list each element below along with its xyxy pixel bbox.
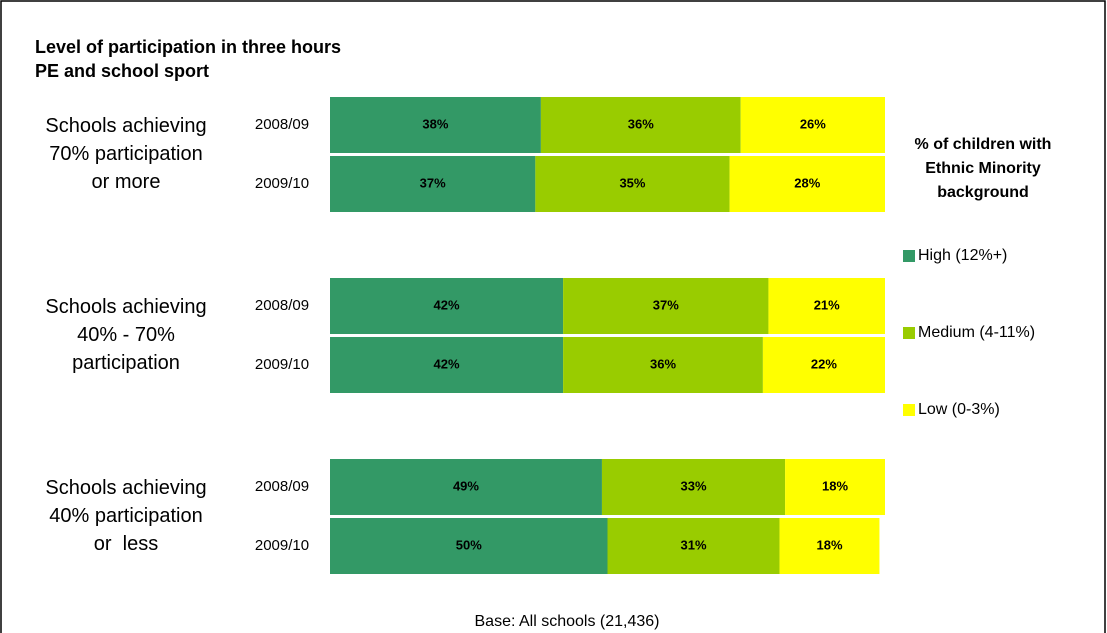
chart-title: Level of participation in three hours <box>35 37 341 57</box>
bar-segment <box>563 337 763 393</box>
legend-title: % of children with <box>915 136 1052 153</box>
y-tick-label: 2008/09 <box>255 478 309 495</box>
group-label: 70% participation <box>49 143 202 165</box>
data-label: 36% <box>650 356 676 371</box>
y-tick-label: 2008/09 <box>255 297 309 314</box>
legend-label: Low (0-3%) <box>918 401 1000 418</box>
bar-segment <box>330 337 564 393</box>
data-label: 28% <box>794 175 820 190</box>
data-label: 38% <box>422 116 448 131</box>
legend-title: background <box>937 184 1029 201</box>
note: Base: All schools (21,436) <box>475 613 660 630</box>
data-label: 42% <box>434 297 460 312</box>
bar-segment <box>768 278 885 334</box>
data-label: 18% <box>816 537 842 552</box>
bar-segment <box>330 518 608 574</box>
group-label: 40% - 70% <box>77 324 175 346</box>
data-label: 35% <box>619 175 645 190</box>
bar-segment <box>535 156 730 212</box>
data-label: 36% <box>628 116 654 131</box>
data-label: 50% <box>456 537 482 552</box>
data-label: 18% <box>822 478 848 493</box>
group-label: Schools achieving <box>45 477 206 499</box>
data-label: 21% <box>814 297 840 312</box>
group-label: or less <box>94 533 158 555</box>
data-label: 26% <box>800 116 826 131</box>
legend-label: High (12%+) <box>918 247 1007 264</box>
bar-segment <box>785 459 885 515</box>
legend-label: Medium (4-11%) <box>918 324 1035 341</box>
bar-segment <box>601 459 786 515</box>
data-label: 31% <box>681 537 707 552</box>
data-label: 42% <box>434 356 460 371</box>
y-tick-label: 2009/10 <box>255 537 309 554</box>
data-label: 22% <box>811 356 837 371</box>
y-tick-label: 2009/10 <box>255 175 309 192</box>
bar-segment <box>330 278 564 334</box>
bar-segment <box>330 459 602 515</box>
data-label: 49% <box>453 478 479 493</box>
bar-segment <box>762 337 885 393</box>
bar-segment <box>729 156 885 212</box>
group-label: participation <box>72 352 180 374</box>
bar-segment <box>740 97 885 153</box>
bar-segment <box>540 97 741 153</box>
legend-title: Ethnic Minority <box>925 160 1041 177</box>
y-tick-label: 2008/09 <box>255 116 309 133</box>
bar-segment <box>607 518 780 574</box>
bar-segment <box>779 518 880 574</box>
group-label: Schools achieving <box>45 115 206 137</box>
legend-swatch <box>903 327 915 339</box>
chart-title: PE and school sport <box>35 61 209 81</box>
bar-segment <box>330 156 536 212</box>
data-label: 37% <box>653 297 679 312</box>
data-label: 33% <box>681 478 707 493</box>
bar-segment <box>563 278 769 334</box>
y-tick-label: 2009/10 <box>255 356 309 373</box>
legend-swatch <box>903 250 915 262</box>
group-label: 40% participation <box>49 505 202 527</box>
legend-swatch <box>903 404 915 416</box>
bar-segment <box>330 97 541 153</box>
group-label: or more <box>92 171 161 193</box>
data-label: 37% <box>420 175 446 190</box>
group-label: Schools achieving <box>45 296 206 318</box>
